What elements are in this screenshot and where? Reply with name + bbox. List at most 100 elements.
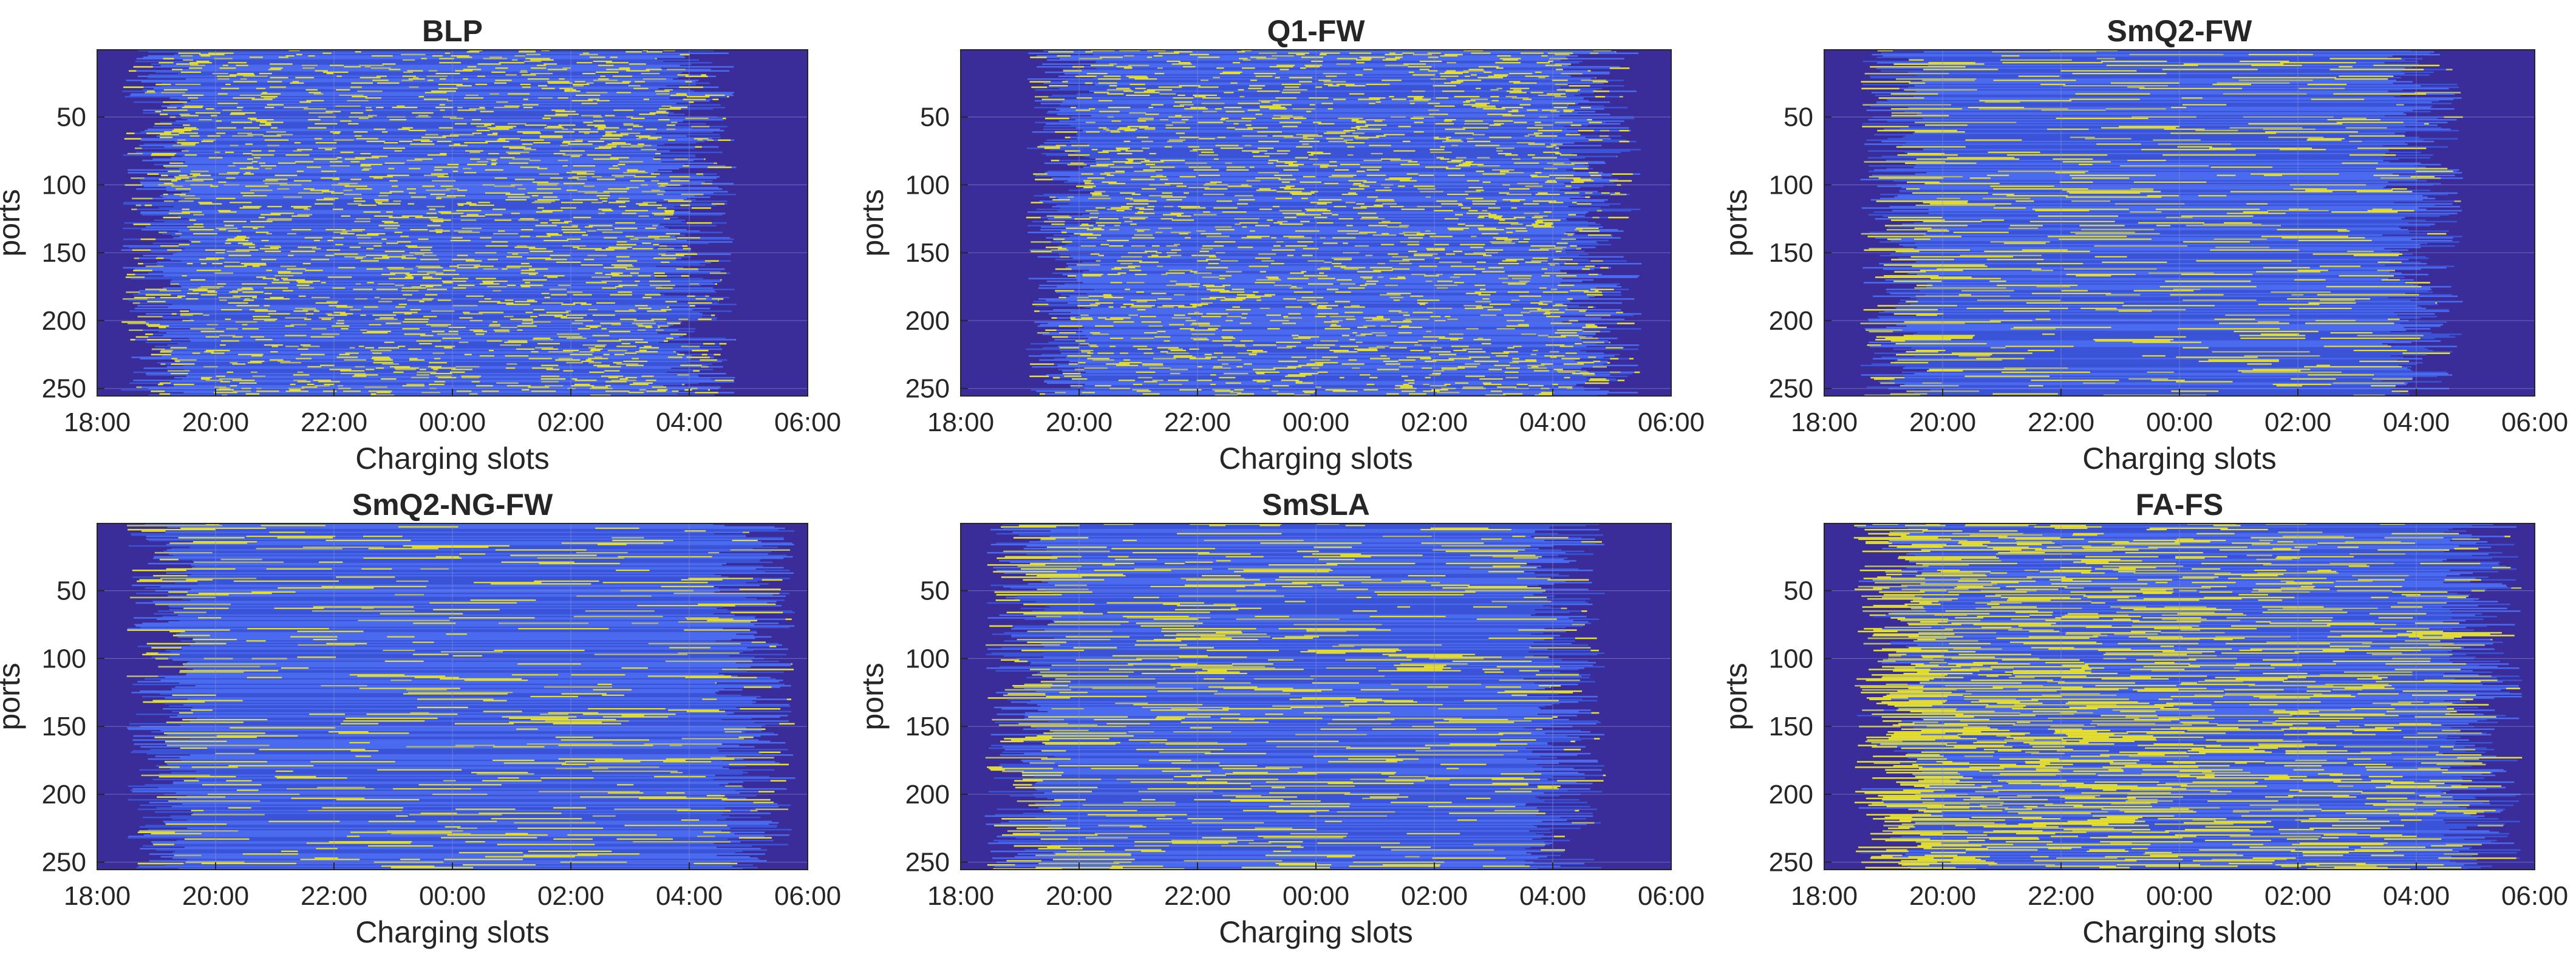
charging-cell [1433, 359, 1454, 361]
charging-cell [2151, 380, 2185, 381]
charging-cell [1290, 192, 1315, 194]
charging-cell [293, 180, 312, 182]
charging-cell [2357, 335, 2424, 336]
x-tick-label: 18:00 [927, 407, 994, 437]
port-session [168, 591, 715, 593]
charging-cell [587, 254, 607, 257]
port-session [1068, 302, 1622, 304]
charging-cell [707, 139, 714, 141]
charging-cell [2036, 318, 2051, 321]
charging-cell [1153, 358, 1176, 360]
charging-cell [531, 390, 556, 392]
charging-cell [1474, 291, 1496, 293]
charging-cell [1222, 211, 1247, 213]
charging-cell [216, 375, 226, 378]
charging-cell [1279, 69, 1289, 70]
charging-cell [1451, 81, 1463, 83]
charging-cell [1426, 249, 1445, 251]
charging-cell [526, 299, 535, 301]
charging-cell [326, 73, 333, 75]
charging-cell [1324, 328, 1351, 330]
charging-cell [585, 359, 591, 361]
charging-cell [1085, 183, 1094, 185]
charging-cell [1465, 363, 1481, 365]
charging-cell [1252, 369, 1276, 370]
charging-cell [1156, 174, 1163, 177]
charging-cell [1877, 50, 1893, 52]
charging-cell [1518, 324, 1529, 326]
charging-cell [505, 74, 517, 76]
charging-cell [1141, 321, 1161, 323]
charging-cell [355, 157, 380, 159]
charging-cell [2142, 355, 2165, 357]
charging-cell [1212, 389, 1230, 391]
port-session [1027, 147, 1559, 149]
charging-cell [704, 260, 719, 262]
charging-cell [536, 236, 551, 237]
port-session [1912, 265, 2455, 267]
charging-cell [541, 364, 559, 367]
charging-cell [1120, 262, 1133, 265]
charging-cell [145, 333, 153, 335]
charging-cell [387, 174, 409, 177]
charging-cell [1311, 304, 1317, 305]
charging-cell [1521, 312, 1530, 313]
charging-cell [300, 344, 311, 346]
charging-cell [1169, 324, 1184, 326]
charging-cell [464, 680, 528, 681]
port-session [173, 206, 674, 208]
charging-cell [1505, 96, 1518, 98]
charging-cell [657, 193, 664, 196]
charging-cell [500, 157, 515, 159]
charging-cell [1576, 248, 1581, 250]
port-session [1083, 327, 1607, 329]
charging-cell [1134, 229, 1150, 231]
charging-cell [558, 284, 571, 287]
port-session [140, 211, 691, 213]
port-session [164, 220, 681, 223]
charging-cell [1629, 358, 1634, 360]
charging-cell [1070, 317, 1076, 319]
port-session [132, 197, 687, 200]
port-session [137, 316, 702, 318]
charging-cell [1906, 301, 1918, 303]
charging-cell [1354, 137, 1379, 138]
charging-cell [593, 80, 618, 81]
charging-cell [762, 579, 783, 581]
charging-cell [448, 330, 458, 333]
charging-cell [1117, 152, 1133, 155]
port-session [158, 62, 712, 64]
charging-cell [1489, 137, 1511, 138]
charging-cell [1609, 341, 1610, 344]
charging-cell [325, 254, 335, 257]
charging-cell [1269, 108, 1287, 110]
charging-cell [1066, 227, 1089, 230]
charging-cell [1992, 393, 2058, 395]
charging-cell [1496, 87, 1502, 90]
charging-cell [1451, 160, 1463, 162]
charging-cell [1428, 103, 1440, 104]
charging-cell [205, 380, 223, 381]
charging-cell [1297, 241, 1314, 243]
port-session [1066, 227, 1599, 230]
charging-cell [1221, 336, 1233, 338]
charging-cell [381, 220, 394, 223]
port-session [1926, 172, 2462, 174]
charging-cell [1034, 310, 1040, 312]
charging-cell [384, 227, 398, 230]
port-session [1036, 390, 1609, 392]
charging-cell [470, 599, 536, 601]
charging-cell [1080, 343, 1089, 345]
port-session [141, 81, 696, 83]
charging-cell [1168, 139, 1186, 141]
charging-cell [1174, 51, 1193, 53]
port-session [155, 111, 670, 113]
charging-cell [531, 195, 539, 197]
charging-cell [264, 245, 281, 247]
charging-cell [1120, 352, 1128, 355]
charging-cell [1083, 180, 1092, 182]
charging-cell [635, 351, 658, 353]
charging-cell [476, 126, 488, 128]
charging-cell [1462, 162, 1472, 165]
charging-cell [189, 173, 200, 175]
